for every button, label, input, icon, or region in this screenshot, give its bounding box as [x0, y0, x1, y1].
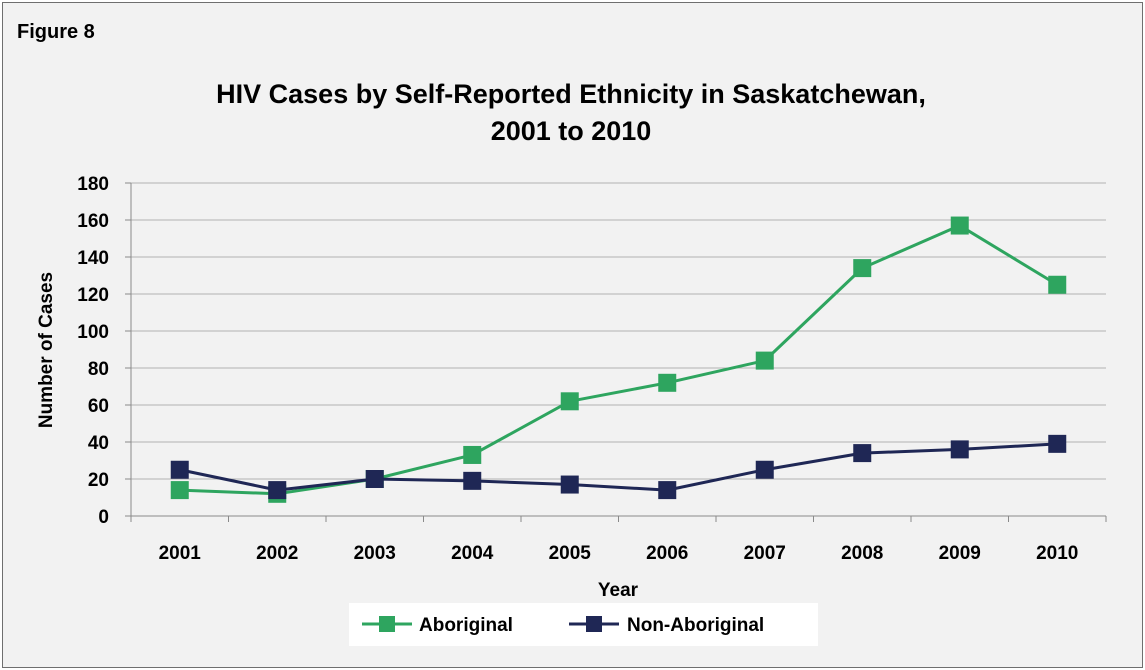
- data-point-marker: [658, 481, 677, 500]
- y-tick-label: 120: [77, 285, 109, 306]
- y-tick-label: 100: [77, 322, 109, 343]
- data-point-marker: [463, 445, 482, 464]
- data-point-marker: [1048, 275, 1067, 294]
- y-tick-label: 40: [88, 433, 109, 454]
- x-tick-label: 2001: [159, 543, 202, 564]
- chart-subtitle: 2001 to 2010: [491, 116, 652, 146]
- data-point-marker: [755, 460, 774, 479]
- legend-label: Aboriginal: [419, 615, 513, 636]
- data-point-marker: [170, 460, 189, 479]
- chart-title: HIV Cases by Self-Reported Ethnicity in …: [216, 79, 926, 109]
- x-tick-label: 2009: [939, 543, 981, 564]
- y-tick-label: 80: [88, 359, 109, 380]
- x-tick-label: 2003: [354, 543, 396, 564]
- data-point-marker: [170, 481, 189, 500]
- legend-label: Non-Aboriginal: [627, 615, 764, 636]
- data-point-marker: [755, 351, 774, 370]
- legend-marker: [379, 616, 395, 632]
- series-non-aboriginal: [170, 434, 1067, 500]
- legend: Aboriginal Non-Aboriginal: [349, 603, 818, 646]
- x-tick-label: 2002: [256, 543, 298, 564]
- x-tick-label: 2010: [1036, 543, 1078, 564]
- y-axis-label: Number of Cases: [36, 272, 57, 428]
- data-point-marker: [658, 373, 677, 392]
- y-tick-label: 140: [77, 248, 109, 269]
- x-axis-ticks: 2001 2002 2003 2004 2005 2006 2007 2008 2009 2010: [130, 516, 1107, 564]
- data-point-marker: [268, 481, 287, 500]
- x-axis-label: Year: [598, 580, 639, 601]
- y-tick-label: 180: [77, 174, 109, 195]
- series-line: [179, 442, 1058, 492]
- figure-label: Figure 8: [17, 21, 95, 43]
- x-tick-label: 2007: [744, 543, 786, 564]
- y-tick-label: 20: [88, 470, 109, 491]
- x-tick-label: 2006: [646, 543, 688, 564]
- data-point-marker: [853, 444, 872, 463]
- y-axis-ticks: 0 20 40 60 80 100 120 140 160 180: [77, 174, 131, 528]
- data-point-marker: [463, 471, 482, 490]
- series-line: [179, 224, 1059, 496]
- series-aboriginal: [170, 216, 1067, 503]
- data-point-marker: [560, 392, 579, 411]
- gridlines: [131, 182, 1106, 480]
- x-tick-label: 2008: [841, 543, 883, 564]
- y-tick-label: 160: [77, 211, 109, 232]
- series-layer: [170, 216, 1067, 503]
- legend-marker: [586, 616, 602, 632]
- data-point-marker: [950, 216, 969, 235]
- x-tick-label: 2005: [549, 543, 592, 564]
- data-point-marker: [853, 259, 872, 278]
- data-point-marker: [950, 440, 969, 459]
- data-point-marker: [560, 475, 579, 494]
- x-tick-label: 2004: [451, 543, 494, 564]
- data-point-marker: [1048, 434, 1067, 453]
- data-point-marker: [365, 470, 384, 488]
- y-tick-label: 0: [98, 507, 109, 528]
- y-tick-label: 60: [88, 396, 109, 417]
